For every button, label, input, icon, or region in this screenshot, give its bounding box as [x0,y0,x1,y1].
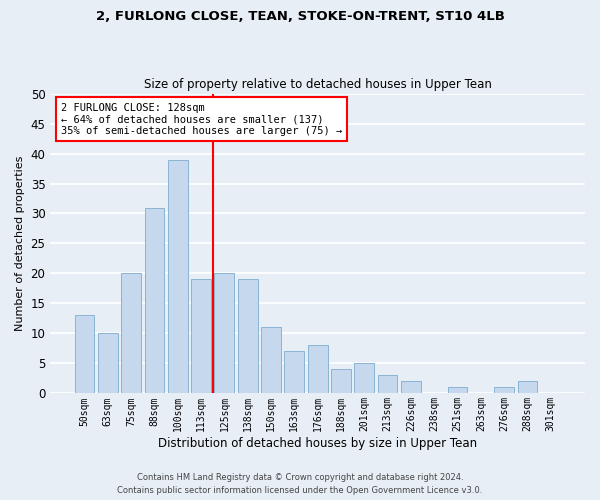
Bar [284,352,304,394]
Bar [518,382,538,394]
Bar [98,334,118,394]
Text: 2, FURLONG CLOSE, TEAN, STOKE-ON-TRENT, ST10 4LB: 2, FURLONG CLOSE, TEAN, STOKE-ON-TRENT, … [95,10,505,23]
Bar [261,328,281,394]
Bar [494,388,514,394]
Text: 2 FURLONG CLOSE: 128sqm
← 64% of detached houses are smaller (137)
35% of semi-d: 2 FURLONG CLOSE: 128sqm ← 64% of detache… [61,102,342,136]
Bar [74,316,94,394]
Bar [331,370,351,394]
Bar [121,274,141,394]
Bar [238,280,257,394]
Bar [168,160,188,394]
Y-axis label: Number of detached properties: Number of detached properties [15,156,25,331]
Text: Contains HM Land Registry data © Crown copyright and database right 2024.
Contai: Contains HM Land Registry data © Crown c… [118,474,482,495]
Bar [401,382,421,394]
Bar [308,346,328,394]
Bar [214,274,234,394]
Title: Size of property relative to detached houses in Upper Tean: Size of property relative to detached ho… [144,78,491,91]
X-axis label: Distribution of detached houses by size in Upper Tean: Distribution of detached houses by size … [158,437,477,450]
Bar [191,280,211,394]
Bar [377,376,397,394]
Bar [448,388,467,394]
Bar [355,364,374,394]
Bar [145,208,164,394]
